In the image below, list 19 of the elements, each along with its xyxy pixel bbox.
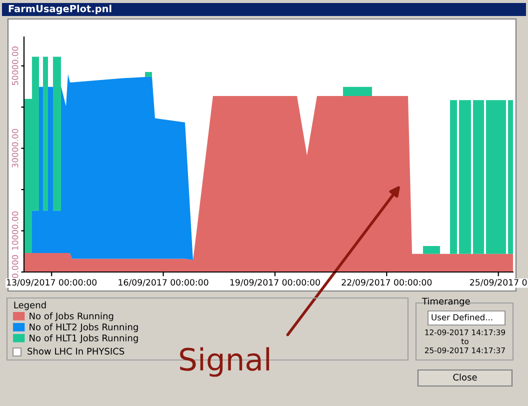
text: User Defined... [432,314,492,320]
text: Show LHC In PHYSICS [28,348,124,355]
y-tick-label: 30000.00 [12,128,18,168]
legend-title: Legend [14,301,46,310]
y-tick-label: 10000.00 [12,211,18,250]
chart-title: FarmUsagePlot.pnl [8,4,112,14]
x-tick-label: 19/09/2017 00:00:00 [230,279,320,286]
legend-label: No of Jobs Running [30,312,114,322]
legend-label: No of HLT2 Jobs Running [30,323,138,332]
text: Timerange [422,298,470,306]
y-tick-label: 0.000 [12,255,18,278]
text: Signal [180,347,270,377]
x-tick-label: 16/09/2017 00:00:00 [118,279,208,286]
text: Close [453,374,477,381]
x-tick-label: 22/09/2017 00:00:00 [342,279,432,286]
legend-label: No of HLT1 Jobs Running [30,334,138,344]
x-tick-label: 13/09/2017 00:00:00 [7,279,97,286]
x-tick-label: 25/09/2017 0 [470,279,527,286]
y-tick-label: 50000.00 [12,46,18,86]
